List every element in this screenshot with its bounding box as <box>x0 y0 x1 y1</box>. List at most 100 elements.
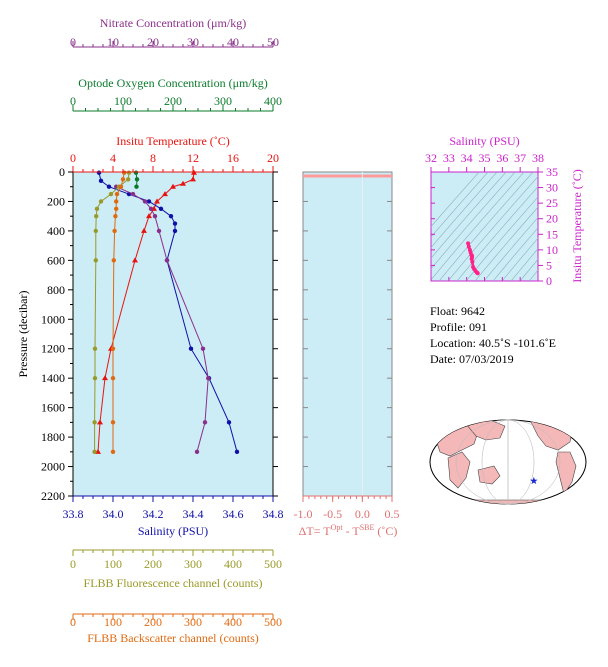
backscatter-axis-title: FLBB Backscatter channel (counts) <box>87 631 259 645</box>
fluorescence-point <box>92 420 97 425</box>
salinity-point <box>226 420 232 425</box>
nitrate-point <box>142 199 148 204</box>
delta-t-title-part: (˚C) <box>374 524 397 538</box>
pressure-tick-label: 1200 <box>41 342 65 356</box>
map-africa <box>447 451 471 489</box>
info-date-label: Date: <box>430 352 456 366</box>
nitrate-point <box>194 449 200 455</box>
map-antarctica <box>439 499 581 504</box>
ts-point <box>470 259 475 264</box>
info-profile: Profile: 091 <box>430 320 487 335</box>
temperature-tick-label: 0 <box>70 151 76 165</box>
ts-y-axis-title: Insitu Temperature (˚C) <box>570 169 584 283</box>
ts-density-contour <box>456 186 538 281</box>
oxygen-point <box>133 170 139 175</box>
backscatter-point <box>112 228 117 234</box>
nitrate-point <box>148 206 154 212</box>
salinity-point <box>172 228 178 234</box>
nitrate-tick-label: 0 <box>70 35 76 49</box>
backscatter-tick-label: 200 <box>144 615 162 629</box>
pressure-tick-label: 600 <box>47 253 65 267</box>
salinity-point <box>146 199 152 204</box>
backscatter-point <box>120 177 126 182</box>
oxygen-point <box>134 184 139 189</box>
pressure-tick-label: 1000 <box>41 312 65 326</box>
ts-y-tick-label: 30 <box>546 181 558 195</box>
ts-point <box>475 271 480 276</box>
salinity-point <box>158 206 164 212</box>
ts-y-tick-label: 20 <box>546 212 558 226</box>
info-float-label: Float: <box>430 304 459 318</box>
ts-density-contour <box>465 196 538 281</box>
float-location-star-icon <box>530 476 538 485</box>
salinity-axis-title: Salinity (PSU) <box>138 524 208 538</box>
ts-density-contour <box>431 172 498 249</box>
salinity-point <box>98 178 104 184</box>
ts-density-contour <box>483 216 538 281</box>
temperature-tick-label: 20 <box>267 151 279 165</box>
ts-x-axis-title: Salinity (PSU) <box>449 134 519 148</box>
fluorescence-point <box>126 177 131 182</box>
backscatter-point <box>110 449 116 455</box>
salinity-tick-label: 34.4 <box>183 507 204 521</box>
ts-density-contour <box>537 280 538 281</box>
oxygen-tick-label: 100 <box>114 94 132 108</box>
salinity-point <box>172 221 178 226</box>
info-location-value: 40.5˚S -101.6˚E <box>478 336 556 350</box>
pressure-tick-label: 400 <box>47 224 65 238</box>
pressure-tick-label: 1400 <box>41 371 65 385</box>
world-map <box>429 419 587 505</box>
fluorescence-point <box>126 170 132 175</box>
temperature-point <box>146 213 152 219</box>
info-profile-label: Profile: <box>430 320 466 334</box>
ts-density-contour <box>447 176 538 281</box>
temperature-tick-label: 12 <box>187 151 199 165</box>
nitrate-point <box>130 191 136 197</box>
delta-t-title-part: - T <box>343 524 361 538</box>
ts-density-contour <box>431 172 489 238</box>
ts-diagram-marks <box>431 172 538 281</box>
pressure-tick-label: 1600 <box>41 401 65 415</box>
info-date: Date: 07/03/2019 <box>430 352 514 367</box>
temperature-tick-label: 8 <box>150 151 156 165</box>
ts-y-tick-label: 10 <box>546 243 558 257</box>
ts-x-tick-label: 32 <box>425 151 437 165</box>
temperature-point <box>97 419 103 425</box>
delta-t-title-part: SBE <box>360 523 375 532</box>
ts-x-tick-label: 38 <box>532 151 544 165</box>
ts-y-tick-label: 0 <box>546 274 552 288</box>
fluorescence-tick-label: 500 <box>264 557 282 571</box>
fluorescence-tick-label: 200 <box>144 557 162 571</box>
salinity-point <box>96 170 102 175</box>
info-profile-value: 091 <box>469 320 487 334</box>
salinity-tick-label: 34.8 <box>263 507 284 521</box>
backscatter-point <box>113 213 118 219</box>
backscatter-tick-label: 100 <box>104 615 122 629</box>
ts-density-contour <box>431 172 516 270</box>
nitrate-point <box>156 228 162 234</box>
nitrate-tick-label: 40 <box>227 35 239 49</box>
pressure-axis-title: Pressure (decibar) <box>16 291 30 378</box>
backscatter-point <box>114 199 119 204</box>
delta-t-title-part: Opt <box>331 523 344 532</box>
temperature-point <box>162 191 168 197</box>
map-south-america <box>555 451 577 495</box>
nitrate-axis-title: Nitrate Concentration (μm/kg) <box>100 16 246 30</box>
ts-x-tick-label: 35 <box>479 151 491 165</box>
backscatter-point <box>114 191 120 197</box>
ts-x-tick-label: 37 <box>514 151 526 165</box>
info-float: Float: 9642 <box>430 304 485 319</box>
fluorescence-point <box>94 213 99 219</box>
temperature-point <box>141 227 147 233</box>
pressure-tick-label: 200 <box>47 194 65 208</box>
delta-t-plot-area <box>302 171 393 497</box>
backscatter-tick-label: 400 <box>224 615 242 629</box>
info-float-value: 9642 <box>461 304 486 318</box>
ts-y-tick-label: 25 <box>546 196 558 210</box>
backscatter-tick-label: 0 <box>70 615 76 629</box>
info-location: Location: 40.5˚S -101.6˚E <box>430 336 556 351</box>
temperature-point <box>132 257 138 263</box>
ts-y-tick-label: 15 <box>546 227 558 241</box>
pressure-tick-label: 2200 <box>41 489 65 503</box>
